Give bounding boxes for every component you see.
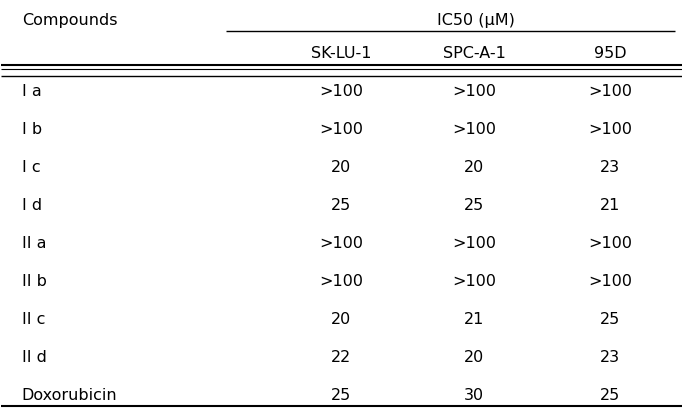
Text: >100: >100 [588,122,632,136]
Text: >100: >100 [588,236,632,251]
Text: IC50 (μM): IC50 (μM) [437,13,515,28]
Text: 22: 22 [331,350,352,365]
Text: SK-LU-1: SK-LU-1 [311,46,372,61]
Text: II b: II b [22,274,46,289]
Text: 25: 25 [600,388,620,403]
Text: >100: >100 [588,274,632,289]
Text: 25: 25 [464,198,484,213]
Text: >100: >100 [452,84,496,99]
Text: 30: 30 [464,388,484,403]
Text: 21: 21 [600,198,620,213]
Text: I d: I d [22,198,42,213]
Text: >100: >100 [588,84,632,99]
Text: >100: >100 [452,274,496,289]
Text: I c: I c [22,160,40,175]
Text: 21: 21 [464,312,484,327]
Text: 20: 20 [464,160,484,175]
Text: 20: 20 [331,160,352,175]
Text: Compounds: Compounds [22,13,117,28]
Text: 25: 25 [331,198,352,213]
Text: I b: I b [22,122,42,136]
Text: SPC-A-1: SPC-A-1 [443,46,505,61]
Text: 25: 25 [600,312,620,327]
Text: >100: >100 [320,84,363,99]
Text: 95D: 95D [594,46,626,61]
Text: I a: I a [22,84,42,99]
Text: 23: 23 [600,350,620,365]
Text: >100: >100 [452,236,496,251]
Text: >100: >100 [320,122,363,136]
Text: Doxorubicin: Doxorubicin [22,388,117,403]
Text: 25: 25 [331,388,352,403]
Text: >100: >100 [320,236,363,251]
Text: 20: 20 [464,350,484,365]
Text: 23: 23 [600,160,620,175]
Text: II c: II c [22,312,45,327]
Text: 20: 20 [331,312,352,327]
Text: >100: >100 [452,122,496,136]
Text: II a: II a [22,236,46,251]
Text: II d: II d [22,350,46,365]
Text: >100: >100 [320,274,363,289]
